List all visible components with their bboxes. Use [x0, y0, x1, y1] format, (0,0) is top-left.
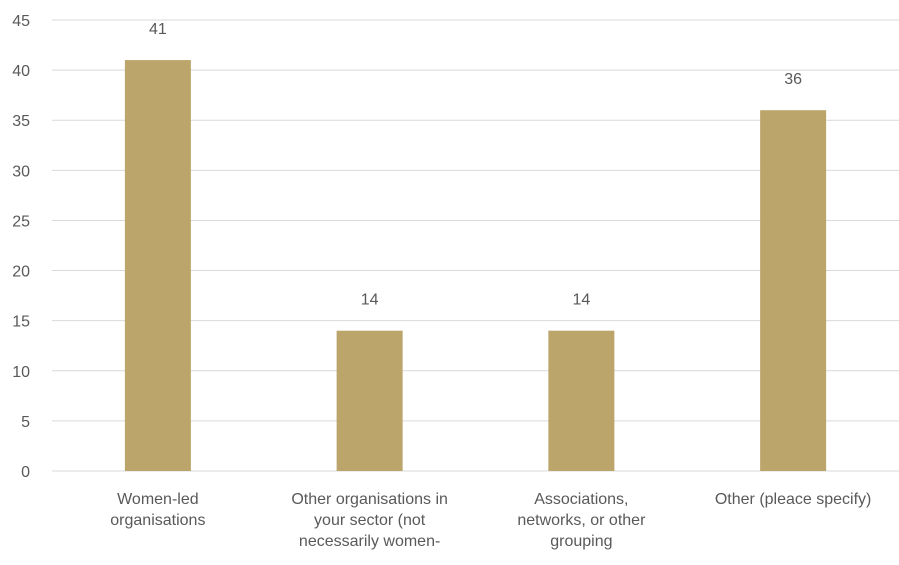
- x-category-label-line: necessarily women-: [299, 533, 440, 550]
- y-tick-label: 25: [12, 213, 30, 230]
- bars: [124, 60, 827, 471]
- x-category-label-line: organisations: [110, 512, 205, 529]
- y-tick-label: 15: [12, 314, 30, 331]
- data-labels: 41 14 14 36: [149, 21, 802, 309]
- bar-value-label: 36: [784, 71, 802, 88]
- bar: [336, 330, 403, 471]
- x-category-label-line: Associations,: [534, 491, 628, 508]
- y-tick-label: 10: [12, 364, 30, 381]
- x-category-label: Other organisations in your sector (not ne…: [291, 491, 448, 550]
- y-tick-label: 5: [21, 414, 30, 431]
- x-category-label: Associations, networks, or other grouping: [517, 491, 646, 550]
- y-tick-label: 35: [12, 113, 30, 130]
- x-category-label-line: your sector (not: [314, 512, 426, 529]
- y-tick-label: 45: [12, 13, 30, 30]
- x-category-label: Other (pleace specify): [715, 491, 872, 508]
- x-axis-categories: Women-led organisations Other organisation…: [110, 491, 871, 550]
- y-tick-label: 0: [21, 464, 30, 481]
- x-category-label-line: networks, or other: [517, 512, 646, 529]
- bar: [760, 110, 827, 471]
- bar-value-label: 14: [361, 292, 379, 309]
- y-axis-ticks: 0 5 10 15 20 25 30 35 40 45: [12, 13, 30, 481]
- x-category-label-line: Other (pleace specify): [715, 491, 872, 508]
- x-category-label-line: grouping: [550, 533, 612, 550]
- bar: [124, 60, 191, 471]
- bar-value-label: 41: [149, 21, 167, 38]
- y-tick-label: 30: [12, 163, 30, 180]
- bar: [548, 330, 615, 471]
- bar-value-label: 14: [572, 292, 590, 309]
- x-category-label-line: Women-led: [117, 491, 199, 508]
- x-category-label: Women-led organisations: [110, 491, 205, 529]
- y-tick-label: 40: [12, 63, 30, 80]
- x-category-label-line: Other organisations in: [291, 491, 448, 508]
- gridlines: [52, 19, 899, 472]
- y-tick-label: 20: [12, 264, 30, 281]
